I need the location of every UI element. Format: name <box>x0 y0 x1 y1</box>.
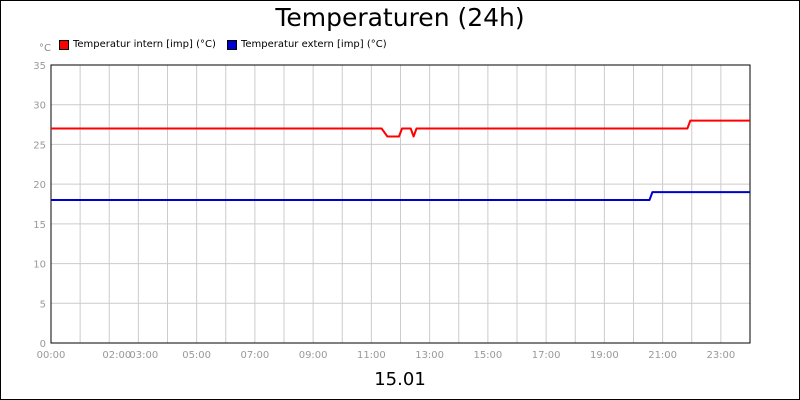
series-line-0 <box>51 119 750 138</box>
x-tick-label: 05:00 <box>182 350 211 361</box>
x-axis-date-label: 15.01 <box>374 369 426 390</box>
y-tick-label: 25 <box>33 140 46 151</box>
y-tick-label: 0 <box>40 339 46 350</box>
y-tick-label: 35 <box>33 61 46 72</box>
x-tick-label: 02:00 <box>102 350 131 361</box>
y-tick-label: 5 <box>40 299 46 310</box>
series-line-1 <box>51 191 750 201</box>
legend-entry-intern: Temperatur intern [imp] (°C) <box>59 39 216 50</box>
legend-label-extern: Temperatur extern [imp] (°C) <box>241 39 387 50</box>
x-tick-label: 17:00 <box>532 350 561 361</box>
y-tick-label: 15 <box>33 220 46 231</box>
y-axis-unit-label: °C <box>39 43 51 54</box>
x-tick-label: 23:00 <box>706 350 735 361</box>
chart-title: Temperaturen (24h) <box>275 3 525 32</box>
legend-entry-extern: Temperatur extern [imp] (°C) <box>227 39 387 50</box>
legend-swatch-extern <box>227 39 237 50</box>
x-tick-label: 07:00 <box>240 350 269 361</box>
y-tick-label: 20 <box>33 180 46 191</box>
x-tick-label: 00:00 <box>37 350 66 361</box>
x-tick-label: 15:00 <box>473 350 502 361</box>
legend-label-intern: Temperatur intern [imp] (°C) <box>73 39 216 50</box>
plot-border <box>50 64 751 344</box>
x-tick-label: 03:00 <box>129 350 158 361</box>
x-tick-label: 19:00 <box>590 350 619 361</box>
x-tick-label: 21:00 <box>648 350 677 361</box>
x-tick-label: 09:00 <box>299 350 328 361</box>
y-tick-label: 10 <box>33 260 46 271</box>
x-tick-label: 11:00 <box>357 350 386 361</box>
x-tick-label: 13:00 <box>415 350 444 361</box>
legend-swatch-intern <box>59 39 69 50</box>
y-tick-label: 30 <box>33 101 46 112</box>
